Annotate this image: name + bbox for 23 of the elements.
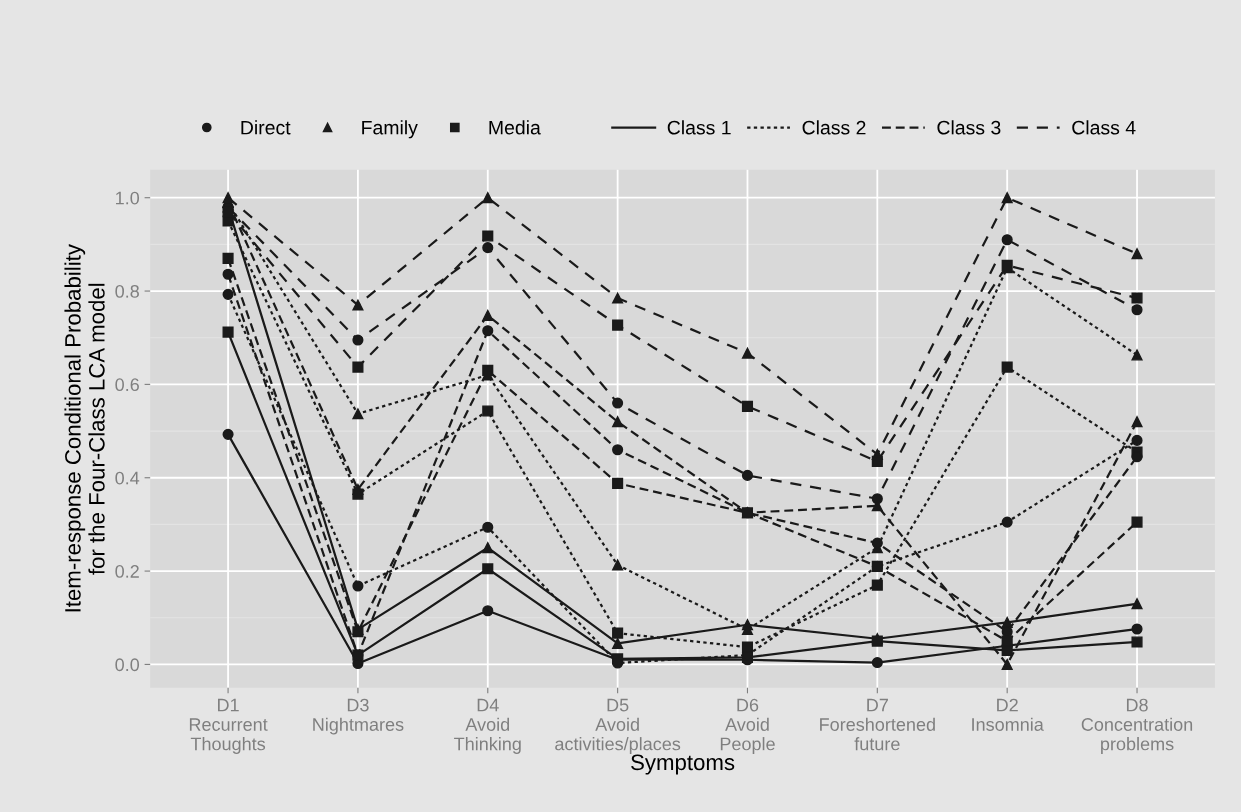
y-axis-title: Item-response Conditional Probability for the Four-Class LCA model bbox=[64, 244, 105, 612]
x-tick-label: D3 Nightmares bbox=[313, 698, 404, 735]
x-tick-label: D4 Avoid Thinking bbox=[454, 698, 521, 754]
y-tick-label: 0.4 bbox=[115, 471, 140, 485]
legend-label: Direct bbox=[241, 120, 291, 135]
y-tick-label: 0.2 bbox=[115, 565, 139, 578]
legend-label: Class 4 bbox=[1072, 120, 1136, 135]
legend-label: Family bbox=[362, 120, 418, 139]
legend-label: Media bbox=[489, 120, 541, 135]
y-tick-label: 1.0 bbox=[116, 191, 140, 205]
x-axis-title: Symptoms bbox=[631, 754, 735, 775]
x-tick-label: D2 Insomnia bbox=[972, 698, 1044, 731]
legend-label: Class 1 bbox=[667, 120, 731, 135]
legend-label: Class 2 bbox=[802, 120, 866, 135]
y-tick-label: 0.0 bbox=[115, 658, 140, 672]
x-tick-label: D7 Foreshortened future bbox=[820, 698, 935, 751]
y-tick-label: 0.6 bbox=[115, 378, 139, 392]
x-tick-label: D5 Avoid activities/places bbox=[555, 698, 681, 754]
legend-label: Class 3 bbox=[937, 120, 1001, 135]
y-tick-label: 0.8 bbox=[115, 284, 139, 298]
x-tick-label: D8 Concentration problems bbox=[1081, 698, 1193, 754]
x-tick-label: D6 Avoid People bbox=[720, 698, 775, 754]
x-tick-label: D1 Recurrent Thoughts bbox=[189, 698, 268, 754]
